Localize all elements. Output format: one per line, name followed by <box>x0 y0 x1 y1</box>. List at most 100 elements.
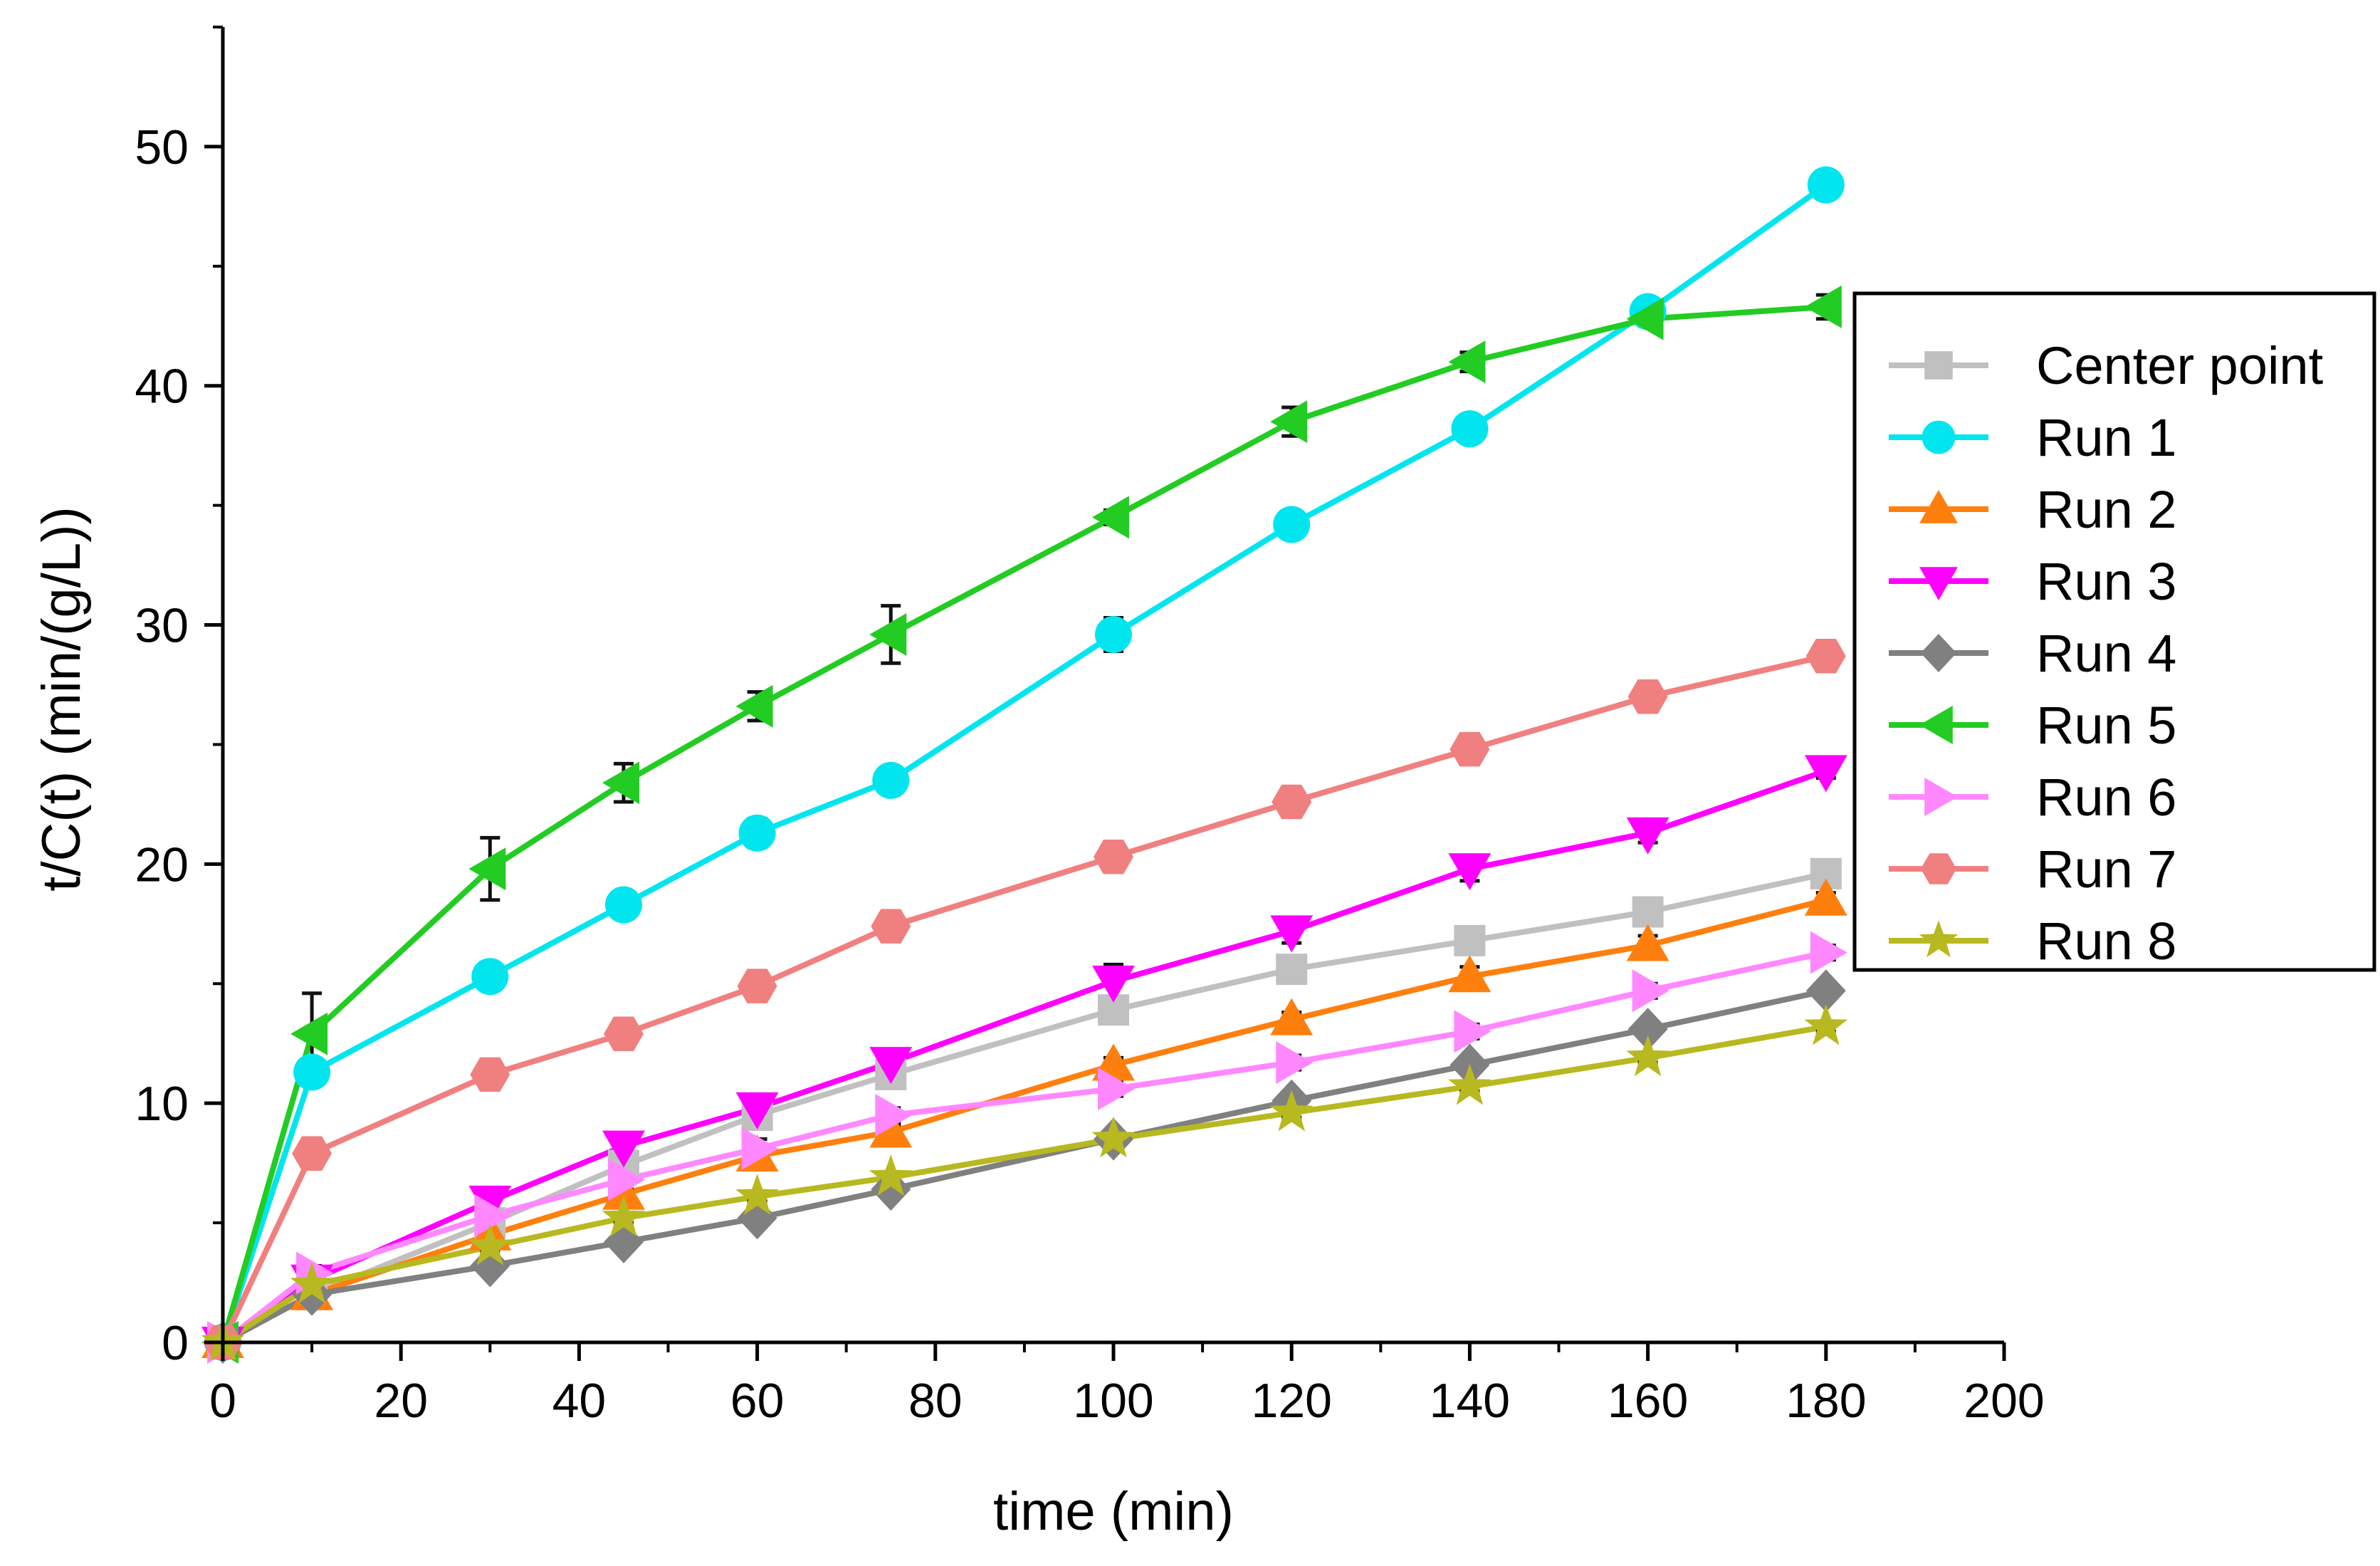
data-point <box>602 1130 645 1168</box>
data-point <box>1454 924 1486 956</box>
data-point <box>1276 1041 1314 1085</box>
series-markers <box>201 166 1848 1364</box>
x-tick-label: 0 <box>209 1374 236 1428</box>
data-point <box>608 1158 645 1201</box>
data-point <box>470 1057 510 1092</box>
data-point <box>1448 853 1492 891</box>
data-point <box>1626 924 1669 961</box>
series-line <box>221 1023 1827 1345</box>
data-point <box>1094 840 1133 875</box>
data-point <box>1270 998 1314 1035</box>
legend-item: Run 2 <box>1889 480 2176 539</box>
data-point <box>1276 954 1308 986</box>
data-point <box>1448 340 1486 384</box>
legend-label: Run 3 <box>2036 552 2176 611</box>
legend-marker <box>1919 567 1958 600</box>
legend-item: Run 7 <box>1889 840 2176 899</box>
data-point <box>741 1127 779 1170</box>
error-bars <box>302 176 1836 1304</box>
y-axis-title: t/C(t) (min/(g/L)) <box>31 506 92 891</box>
legend-label: Run 5 <box>2036 696 2176 755</box>
data-point <box>1626 297 1664 340</box>
x-tick-label: 60 <box>730 1374 785 1428</box>
legend-item: Run 1 <box>1889 408 2176 467</box>
data-point <box>1804 1003 1848 1045</box>
x-tick-label: 180 <box>1786 1374 1866 1428</box>
data-point <box>869 1154 913 1196</box>
data-point <box>602 761 639 805</box>
legend-item: Run 3 <box>1889 552 2176 611</box>
legend-marker <box>1924 351 1953 380</box>
data-point <box>1448 1063 1492 1105</box>
data-point <box>1454 1010 1492 1053</box>
data-point <box>1269 1090 1314 1132</box>
legend-label: Center point <box>2036 336 2324 395</box>
legend-marker <box>1919 920 1959 958</box>
legend-label: Run 2 <box>2036 480 2176 539</box>
series-line <box>220 303 1827 1344</box>
legend-label: Run 4 <box>2036 624 2176 683</box>
data-point <box>1448 955 1492 993</box>
data-point <box>290 1262 334 1304</box>
x-tick-label: 140 <box>1430 1374 1510 1428</box>
legend-marker <box>1919 490 1958 523</box>
data-point <box>869 1047 913 1085</box>
legend-item: Run 4 <box>1889 624 2176 683</box>
legend-item: Center point <box>1889 336 2324 395</box>
legend: Center point Run 1 Run 2 Run 3 Run 4 Run 5 Run… <box>1852 291 2376 972</box>
data-point <box>1626 817 1669 855</box>
data-point <box>872 761 910 799</box>
data-point <box>1627 1008 1668 1051</box>
data-point <box>735 1092 779 1129</box>
data-point <box>1095 615 1132 653</box>
data-point <box>1451 410 1489 448</box>
data-point <box>290 1012 328 1055</box>
data-point <box>1805 639 1846 674</box>
series-line <box>221 988 1827 1345</box>
data-point <box>735 1174 779 1215</box>
series-line <box>220 182 1828 1344</box>
data-point <box>1092 965 1135 1003</box>
data-point <box>474 1194 512 1237</box>
legend-marker <box>1919 706 1953 744</box>
x-tick-label: 200 <box>1964 1374 2044 1428</box>
legend-marker <box>1924 778 1958 816</box>
data-point <box>1632 896 1664 928</box>
y-tick-label: 40 <box>135 360 189 414</box>
data-point <box>1270 400 1308 444</box>
data-point <box>1092 496 1129 539</box>
legend-label: Run 8 <box>2036 912 2176 971</box>
data-point <box>604 886 642 924</box>
data-point <box>1804 878 1847 916</box>
x-tick-label: 20 <box>374 1374 428 1428</box>
data-point <box>1098 1068 1135 1110</box>
data-point <box>468 847 506 891</box>
legend-item: Run 8 <box>1889 912 2176 971</box>
data-point <box>293 1053 331 1091</box>
data-point <box>1091 1116 1136 1158</box>
data-point <box>1810 931 1847 974</box>
data-point <box>604 1016 644 1051</box>
data-point <box>1804 755 1847 793</box>
series-lines <box>220 182 1828 1345</box>
legend-marker <box>1920 634 1957 672</box>
data-point <box>869 1110 913 1148</box>
data-point <box>1626 1035 1669 1077</box>
data-point <box>471 958 509 996</box>
y-tick-label: 20 <box>135 837 189 892</box>
data-point <box>1450 731 1490 767</box>
data-point <box>875 1094 913 1137</box>
y-tick-label: 50 <box>135 120 189 174</box>
legend-marker <box>1922 420 1956 454</box>
data-point <box>1632 969 1669 1013</box>
x-tick-label: 40 <box>552 1374 607 1428</box>
data-point <box>869 613 907 656</box>
data-point <box>737 969 777 1003</box>
data-point <box>468 1223 512 1265</box>
legend-label: Run 6 <box>2036 768 2176 827</box>
y-tick-label: 10 <box>135 1077 189 1131</box>
data-point <box>1627 679 1668 714</box>
series-line <box>221 897 1827 1345</box>
data-point <box>1270 915 1314 953</box>
